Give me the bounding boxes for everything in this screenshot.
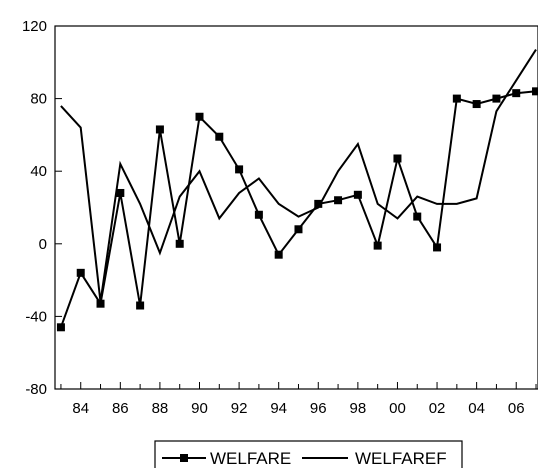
- x-tick-label: 90: [191, 400, 208, 417]
- data-point-welfare: [76, 268, 85, 277]
- x-tick-label: 86: [112, 400, 129, 417]
- y-tick-label: 40: [30, 163, 47, 180]
- x-tick-label: 94: [270, 400, 287, 417]
- data-point-welfare: [353, 190, 362, 199]
- data-point-welfare: [136, 301, 145, 310]
- data-point-welfare: [413, 212, 422, 221]
- data-point-welfare: [334, 196, 343, 205]
- y-tick-label: -40: [25, 308, 47, 325]
- legend: WELFARE WELFAREF: [154, 440, 463, 468]
- x-tick-label: 96: [310, 400, 327, 417]
- y-tick-label: 120: [22, 18, 47, 35]
- data-point-welfare: [452, 94, 461, 103]
- x-tick-label: 92: [231, 400, 248, 417]
- data-point-welfare: [294, 225, 303, 234]
- x-tick-label: 84: [72, 400, 89, 417]
- data-point-welfare: [175, 239, 184, 248]
- legend-label-welfaref: WELFAREF: [355, 449, 447, 468]
- x-tick-label: 88: [152, 400, 169, 417]
- data-point-welfare: [314, 199, 323, 208]
- series-layer: [56, 49, 538, 332]
- legend-label-welfare: WELFARE: [210, 449, 291, 468]
- data-point-welfare: [96, 299, 105, 308]
- y-tick-label: -80: [25, 381, 47, 398]
- data-point-welfare: [393, 154, 402, 163]
- data-point-welfare: [472, 100, 481, 109]
- data-point-welfare: [492, 94, 501, 103]
- legend-box: [154, 440, 463, 468]
- y-tick-label: 0: [39, 236, 47, 253]
- data-point-welfare: [274, 250, 283, 259]
- y-axis: -80 -40 0 40 80 120: [22, 18, 62, 398]
- data-point-welfare: [433, 243, 442, 252]
- series-line-welfaref: [60, 49, 537, 303]
- data-point-welfare: [235, 165, 244, 174]
- plot-frame: [54, 25, 538, 390]
- x-tick-label: 00: [389, 400, 406, 417]
- y-tick-label: 80: [30, 91, 47, 108]
- data-point-welfare: [373, 241, 382, 250]
- data-point-welfare: [116, 188, 125, 197]
- data-point-welfare: [56, 323, 65, 332]
- legend-marker-welfare: [180, 454, 188, 462]
- x-tick-label: 98: [350, 400, 367, 417]
- data-point-welfare: [215, 132, 224, 141]
- data-point-welfare: [512, 89, 521, 98]
- data-point-welfare: [155, 125, 164, 134]
- data-point-welfare: [254, 210, 263, 219]
- x-tick-label: 02: [429, 400, 446, 417]
- series-line-welfare: [59, 90, 537, 328]
- data-point-welfare: [532, 87, 538, 96]
- x-tick-label: 04: [468, 400, 485, 417]
- x-tick-label: 06: [508, 400, 525, 417]
- data-point-welfare: [195, 112, 204, 121]
- x-axis: 84 86 88 90 92 94 96 98 00 02 04 06: [60, 382, 537, 417]
